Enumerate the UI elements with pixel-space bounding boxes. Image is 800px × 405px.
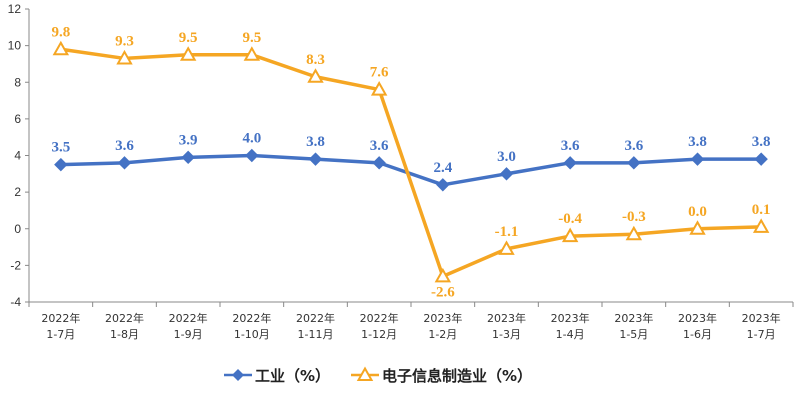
data-label: 0.0 bbox=[688, 204, 707, 220]
data-label: -0.3 bbox=[622, 209, 646, 225]
data-label: -0.4 bbox=[558, 211, 582, 227]
data-point-marker bbox=[498, 240, 515, 255]
series-markers bbox=[52, 40, 770, 283]
data-point-marker bbox=[690, 152, 705, 166]
x-tick-label: 2023年 1-6月 bbox=[678, 311, 717, 341]
y-tick-label: 10 bbox=[8, 39, 22, 53]
x-tick-label: 2022年 1-9月 bbox=[169, 311, 208, 341]
data-point-marker bbox=[181, 150, 195, 165]
data-label: 8.3 bbox=[306, 52, 325, 68]
legend-diamond-icon bbox=[232, 369, 244, 381]
data-label: 3.8 bbox=[688, 134, 707, 150]
series-line-2 bbox=[60, 47, 762, 279]
data-label: 3.6 bbox=[561, 138, 580, 154]
data-point-marker bbox=[370, 81, 388, 96]
data-label: -1.1 bbox=[495, 224, 519, 240]
data-label: 9.3 bbox=[115, 33, 134, 49]
data-point-marker bbox=[689, 220, 706, 235]
data-point-marker bbox=[499, 167, 514, 181]
data-label: 3.0 bbox=[497, 149, 516, 165]
x-tick-label: 2022年 1-12月 bbox=[360, 311, 399, 341]
y-tick-label: 12 bbox=[8, 2, 22, 16]
data-label: -2.6 bbox=[431, 284, 455, 300]
x-tick-label: 2022年 1-7月 bbox=[41, 311, 80, 341]
data-label: 3.8 bbox=[752, 134, 771, 150]
x-tick-label: 2022年 1-8月 bbox=[105, 311, 144, 341]
series-lines bbox=[60, 47, 762, 279]
data-labels: 3.5 3.6 3.9 4.0 3.8 3.6 2.4 3.0 3.6 3.6 3.8 3.8 9.8 9… bbox=[51, 24, 770, 300]
x-tick-label: 2023年 1-3月 bbox=[487, 311, 526, 341]
legend-label: 电子信息制造业（%） bbox=[382, 367, 532, 385]
data-label: 3.6 bbox=[115, 138, 134, 154]
data-point-marker bbox=[243, 46, 261, 61]
data-point-marker bbox=[752, 218, 770, 233]
legend-triangle-icon bbox=[356, 366, 374, 381]
data-label: 3.6 bbox=[624, 138, 643, 154]
data-label: 9.5 bbox=[179, 30, 198, 46]
legend: 工业（%） 电子信息制造业（%） bbox=[224, 366, 532, 385]
data-label: 0.1 bbox=[752, 202, 771, 218]
data-point-marker bbox=[434, 267, 452, 283]
data-point-marker bbox=[307, 68, 324, 83]
x-tick-label: 2022年 1-10月 bbox=[232, 311, 271, 341]
data-label: 9.5 bbox=[242, 30, 261, 46]
data-point-marker bbox=[54, 157, 68, 172]
x-tick-label: 2023年 1-7月 bbox=[742, 311, 781, 341]
data-point-marker bbox=[561, 227, 579, 243]
y-tick-label: 4 bbox=[14, 149, 21, 163]
data-point-marker bbox=[52, 40, 70, 56]
axes: -4 -2 0 2 4 6 8 10 12 2022年 1-7月 2022年 1-8月 2022年 1-9月… bbox=[8, 2, 794, 341]
x-tick-label: 2023年 1-4月 bbox=[551, 311, 590, 341]
y-tick-label: -4 bbox=[10, 295, 21, 309]
data-label: 3.6 bbox=[370, 138, 389, 154]
x-tick-label: 2022年 1-11月 bbox=[296, 311, 335, 341]
data-point-marker bbox=[372, 156, 386, 170]
x-tick-label: 2023年 1-5月 bbox=[614, 311, 653, 341]
data-label: 3.5 bbox=[51, 140, 70, 156]
data-label: 3.8 bbox=[306, 134, 325, 150]
data-point-marker bbox=[563, 156, 577, 170]
data-label: 4.0 bbox=[242, 131, 261, 147]
data-point-marker bbox=[245, 148, 259, 163]
data-point-marker bbox=[627, 156, 641, 170]
data-point-marker bbox=[308, 152, 323, 166]
data-point-marker bbox=[179, 46, 197, 61]
y-tick-label: 6 bbox=[14, 112, 21, 126]
data-label: 2.4 bbox=[433, 160, 452, 176]
data-point-marker bbox=[625, 225, 643, 241]
x-tick-label: 2023年 1-2月 bbox=[423, 311, 462, 341]
y-tick-label: 8 bbox=[14, 75, 21, 89]
data-label: 3.9 bbox=[179, 132, 198, 148]
y-tick-label: -2 bbox=[10, 258, 21, 272]
data-label: 7.6 bbox=[370, 65, 389, 81]
data-point-marker bbox=[116, 49, 133, 65]
y-tick-label: 2 bbox=[14, 185, 21, 199]
data-label: 9.8 bbox=[51, 24, 70, 40]
data-point-marker bbox=[436, 178, 450, 192]
legend-label: 工业（%） bbox=[255, 367, 330, 385]
data-point-marker bbox=[754, 152, 768, 166]
data-point-marker bbox=[117, 156, 132, 170]
y-tick-label: 0 bbox=[14, 222, 21, 236]
series-line-1 bbox=[60, 153, 762, 187]
